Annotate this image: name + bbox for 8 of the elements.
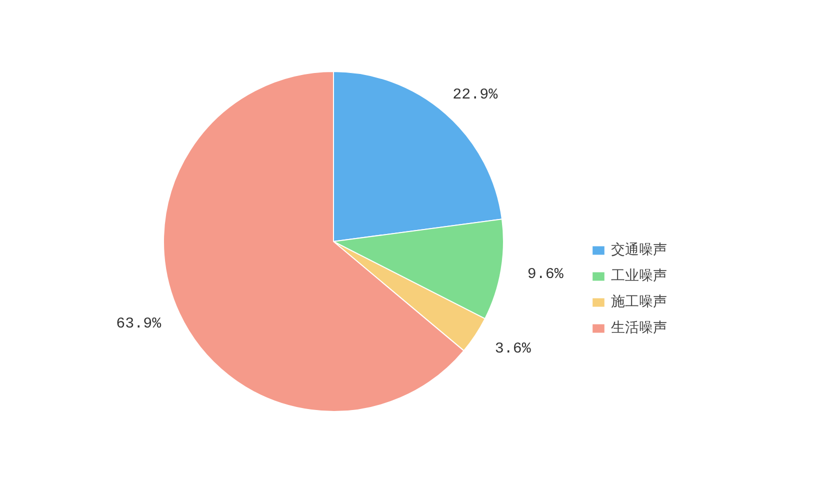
- data-label: 3.6%: [494, 340, 532, 358]
- data-label: 63.9%: [116, 315, 162, 332]
- legend-label: 工业噪声: [611, 267, 667, 285]
- legend-label: 生活噪声: [611, 319, 667, 337]
- legend-label: 交通噪声: [611, 241, 667, 259]
- data-label: 22.9%: [452, 86, 499, 104]
- data-label: 9.6%: [527, 266, 564, 283]
- legend-label: 施工噪声: [611, 293, 667, 311]
